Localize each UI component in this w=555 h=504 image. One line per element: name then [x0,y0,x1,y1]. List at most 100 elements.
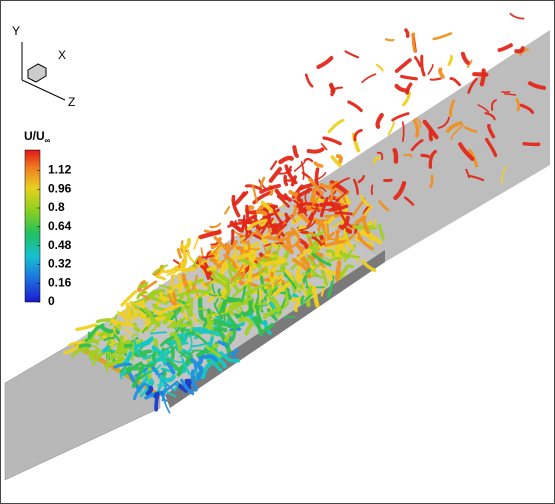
vortex-tube [266,273,275,291]
vortex-tube [428,149,437,169]
vortex-tube [293,162,306,172]
legend-levels: 1.12 0.96 0.8 0.64 0.48 0.32 0.16 0 [37,163,72,308]
vortex-tube [187,292,191,305]
vortex-tube [68,341,86,347]
vortex-tube [297,189,311,198]
vortex-tube [449,99,456,117]
vortex-tube [192,349,210,355]
legend-level: 0.48 [48,238,72,252]
vortex-tube [295,241,305,251]
vortex-tube [267,223,283,229]
vortex-tube [141,280,158,293]
vortex-tube [145,385,154,396]
vortex-tube [387,121,395,136]
vortex-tube [87,323,105,340]
vortex-tube [155,275,166,281]
vortex-tube [171,307,182,320]
axis-triad [21,42,66,101]
vortex-tube [260,232,270,238]
vortex-tube [134,301,146,309]
vortex-tube [224,206,231,215]
vortex-tube [297,238,309,249]
vortex-tube [201,354,218,363]
vortex-tube [519,103,535,114]
vortex-tube [116,310,129,320]
vortex-tube [289,214,297,223]
vortex-tube [89,348,101,361]
vortex-tube [161,381,178,393]
vortex-tube [193,290,215,298]
vortex-tube [313,161,324,168]
vortex-tube [413,56,422,68]
vortex-tube [170,284,176,294]
vortex-tube [263,319,272,336]
vortex-tube [320,196,329,218]
vortex-tube [344,50,360,59]
vortex-tube [258,322,275,334]
vortex-tube [254,287,260,309]
vortex-tube [401,121,405,142]
vortex-tube [400,74,418,81]
vortex-tube [244,322,254,336]
vortex-tube [166,340,189,345]
vortex-tube [181,363,191,374]
vortex-tube [113,362,131,369]
vortex-tube [200,264,211,280]
vortex-tube [316,56,334,70]
vortex-tube [322,256,330,264]
vortex-tube [460,51,471,66]
vortex-tube [222,297,237,303]
vortex-tube [198,229,222,240]
vortex-tube [259,183,281,194]
vortex-tube [243,241,261,251]
vortex-tube [180,378,195,396]
vortex-tube [341,215,350,229]
vortex-tube [328,183,334,202]
vortex-tube [136,290,148,300]
vortex-tube [253,302,268,306]
vortex-tube [361,215,371,235]
vortex-tube [162,311,175,324]
vortex-tube [133,382,146,401]
vortex-tube [120,290,138,307]
legend-title-text: U/U [24,129,45,143]
vortex-tube [288,189,299,197]
vortex-tube [394,83,410,93]
vortex-tube [320,142,328,151]
vortex-tube [165,355,184,364]
vortex-tube [269,160,278,171]
vortex-tube [185,285,190,297]
vortex-tube [169,273,176,294]
vortex-tube [278,230,295,242]
vortex-tube [296,254,307,266]
vortex-tube [217,340,229,348]
vortex-tube [283,268,295,283]
vortex-tube [213,318,233,329]
vortex-tube [305,257,315,267]
legend-level: 0.16 [48,275,72,289]
vortex-tube [467,77,478,94]
vortex-tube [199,285,214,299]
vortex-tube [329,180,349,195]
vortex-tube [225,239,238,253]
vortex-tube [91,351,104,366]
vortex-tube [322,136,342,146]
vortex-tube [312,194,322,206]
vortex-tube [119,304,135,315]
vortex-tube [250,245,257,262]
vortex-tube [258,260,262,278]
vortex-tube [298,220,316,232]
vortex-tube [141,364,162,374]
vortex-tube [347,100,363,113]
vortex-tube [327,275,335,298]
vortex-tube [305,212,315,228]
vortex-tube [266,271,274,283]
vortex-tube [420,54,426,77]
vortex-tube [403,196,415,206]
vortex-tube [272,243,281,262]
vortex-tube [311,197,323,211]
vortex-tube [314,167,320,187]
legend-level: 0.8 [48,200,65,214]
vortex-tube [243,230,252,242]
vortex-tube [163,357,179,371]
